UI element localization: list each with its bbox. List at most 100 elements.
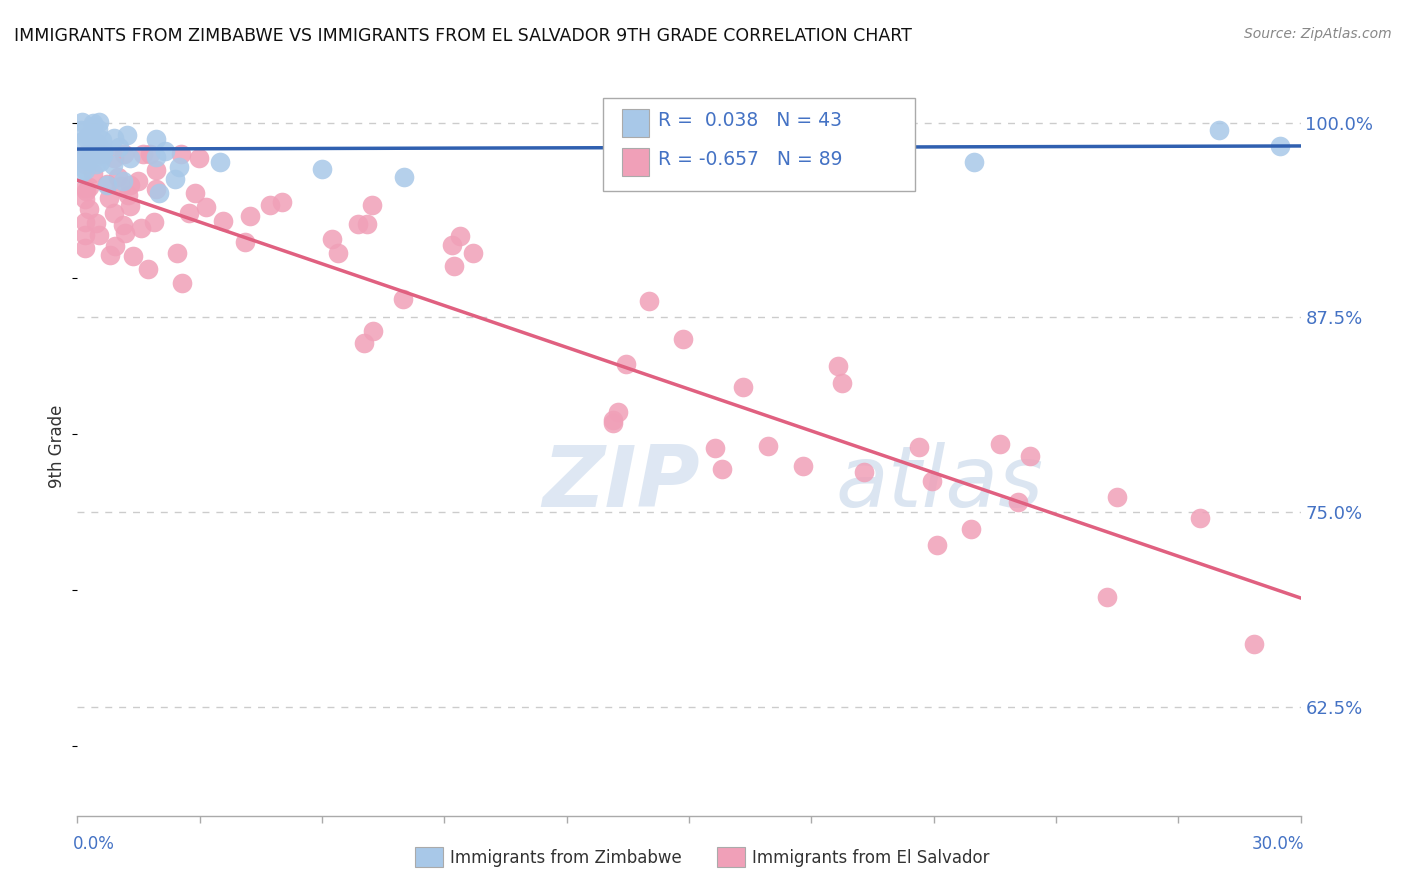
Point bbox=[638, 293, 661, 308]
Point bbox=[75, 184, 97, 198]
Point bbox=[86, 136, 108, 151]
Point bbox=[1105, 490, 1128, 504]
Point bbox=[84, 157, 107, 171]
Point bbox=[82, 147, 104, 161]
Point bbox=[120, 178, 142, 192]
Point bbox=[96, 178, 118, 192]
Point bbox=[89, 146, 111, 161]
Point bbox=[87, 139, 110, 153]
Text: IMMIGRANTS FROM ZIMBABWE VS IMMIGRANTS FROM EL SALVADOR 9TH GRADE CORRELATION CH: IMMIGRANTS FROM ZIMBABWE VS IMMIGRANTS F… bbox=[14, 27, 912, 45]
Point bbox=[86, 146, 108, 161]
Point bbox=[108, 140, 131, 154]
Point bbox=[89, 228, 111, 243]
Point bbox=[166, 246, 188, 260]
FancyBboxPatch shape bbox=[621, 148, 648, 176]
Point bbox=[184, 186, 207, 200]
Point bbox=[127, 174, 149, 188]
Point bbox=[80, 146, 103, 161]
Point bbox=[90, 133, 112, 147]
Point bbox=[114, 226, 136, 240]
Point bbox=[169, 160, 191, 174]
Point bbox=[75, 157, 97, 171]
Point bbox=[921, 474, 943, 488]
Point bbox=[70, 115, 93, 129]
Point bbox=[82, 119, 104, 133]
Point bbox=[103, 206, 125, 220]
Point bbox=[107, 170, 129, 185]
Point bbox=[347, 217, 370, 231]
Point bbox=[195, 200, 218, 214]
Point bbox=[212, 213, 235, 227]
Text: atlas: atlas bbox=[835, 442, 1043, 524]
Point bbox=[1268, 139, 1291, 153]
Point bbox=[1243, 637, 1265, 651]
Point bbox=[91, 144, 114, 158]
Point bbox=[602, 417, 624, 431]
Point bbox=[89, 148, 111, 162]
Point bbox=[75, 228, 97, 243]
Point bbox=[96, 178, 118, 192]
Point bbox=[97, 191, 120, 205]
Point bbox=[756, 439, 779, 453]
Point bbox=[392, 293, 415, 307]
Point bbox=[704, 442, 727, 456]
Point bbox=[925, 538, 948, 552]
Point bbox=[239, 209, 262, 223]
Point bbox=[311, 162, 333, 177]
Point bbox=[70, 123, 93, 137]
Point bbox=[76, 153, 98, 168]
Point bbox=[602, 413, 624, 427]
Point bbox=[129, 220, 152, 235]
Point bbox=[356, 217, 378, 231]
Point bbox=[103, 131, 125, 145]
Text: Source: ZipAtlas.com: Source: ZipAtlas.com bbox=[1244, 27, 1392, 41]
Point bbox=[145, 132, 167, 146]
Point bbox=[959, 522, 981, 536]
Point bbox=[143, 214, 166, 228]
Point bbox=[1208, 123, 1230, 137]
Point bbox=[177, 206, 200, 220]
Point bbox=[170, 146, 193, 161]
Point bbox=[75, 192, 97, 206]
Point bbox=[89, 154, 111, 169]
Point bbox=[733, 380, 755, 394]
Point bbox=[852, 465, 875, 479]
Point bbox=[84, 216, 107, 230]
Point bbox=[87, 122, 110, 136]
Point bbox=[710, 462, 733, 476]
Point bbox=[103, 151, 125, 165]
Point bbox=[208, 154, 231, 169]
Point bbox=[75, 150, 97, 164]
Text: 0.0%: 0.0% bbox=[73, 835, 115, 853]
Point bbox=[117, 187, 139, 202]
Point bbox=[165, 172, 187, 186]
Point bbox=[271, 195, 294, 210]
Point bbox=[120, 151, 142, 165]
Point bbox=[98, 248, 121, 262]
Point bbox=[792, 458, 814, 473]
Text: Immigrants from Zimbabwe: Immigrants from Zimbabwe bbox=[450, 849, 682, 867]
Point bbox=[614, 357, 637, 371]
Point bbox=[440, 237, 463, 252]
Point bbox=[321, 232, 343, 246]
Point bbox=[1188, 511, 1211, 525]
Point bbox=[77, 202, 100, 216]
Point bbox=[1007, 495, 1029, 509]
Point bbox=[89, 114, 111, 128]
Point bbox=[111, 174, 134, 188]
Point bbox=[1095, 590, 1118, 604]
Y-axis label: 9th Grade: 9th Grade bbox=[48, 404, 66, 488]
Point bbox=[121, 249, 143, 263]
Point bbox=[115, 128, 138, 142]
Point bbox=[187, 151, 209, 165]
Point bbox=[361, 324, 384, 338]
Point bbox=[672, 332, 695, 346]
Point bbox=[392, 170, 415, 185]
Point bbox=[172, 276, 194, 290]
Text: R =  0.038   N = 43: R = 0.038 N = 43 bbox=[658, 112, 842, 130]
Point bbox=[153, 144, 176, 158]
Point bbox=[79, 180, 101, 194]
Point bbox=[75, 181, 97, 195]
Point bbox=[73, 162, 96, 177]
Point bbox=[70, 166, 93, 180]
